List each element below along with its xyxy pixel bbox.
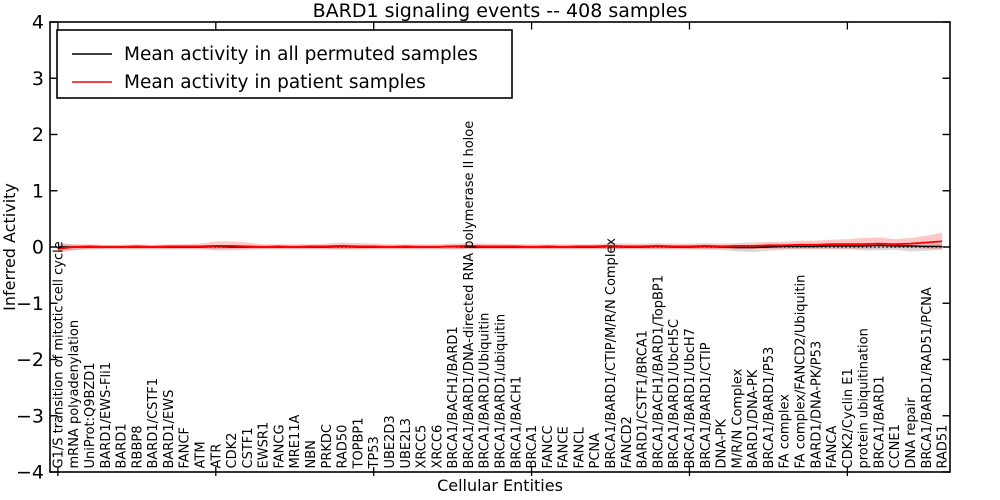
x-category-label: FANCC	[541, 425, 556, 468]
y-tick-label: 1	[32, 180, 44, 202]
x-category-label: BRCA1/BARD1/ubiquitin	[494, 314, 509, 469]
y-tick-label: −1	[16, 293, 44, 315]
x-category-label: FA complex/FANCD2/Ubiquitin	[794, 275, 809, 469]
y-tick-label: −3	[16, 405, 44, 427]
x-axis-label: Cellular Entities	[437, 476, 563, 495]
plot-border	[49, 21, 951, 473]
x-category-label: CSTF1	[241, 427, 256, 468]
x-category-label: BRCA1/BARD1/UbcH5C	[667, 319, 682, 468]
y-tick-label: 2	[32, 124, 44, 146]
y-tick-label: −2	[16, 349, 44, 371]
series-band-patient	[57, 232, 943, 253]
x-category-label: BRCA1/BACH1	[509, 376, 524, 469]
x-category-label: CDK2	[225, 433, 240, 469]
x-category-label: FANCA	[825, 426, 840, 469]
x-category-label: BRCA1/BARD1/CTIP/M/R/N Complex	[604, 238, 619, 469]
x-category-label: FANCD2	[620, 416, 635, 468]
x-category-label: M/R/N Complex	[730, 368, 745, 468]
x-category-label: XRCC5	[415, 425, 430, 469]
x-category-label: TP53	[367, 436, 382, 469]
x-category-label: BRCA1/BARD1/RAD51/PCNA	[920, 287, 935, 468]
x-category-label: FANCF	[178, 427, 193, 468]
x-category-label: FANCL	[572, 427, 587, 469]
x-category-label: BARD1	[115, 423, 130, 468]
x-category-label: RAD51	[936, 425, 951, 469]
series-line-patient	[57, 240, 943, 250]
x-category-label: BARD1/CSTF1/BRCA1	[636, 330, 651, 468]
legend: Mean activity in all permuted samples Me…	[56, 29, 513, 99]
y-tick-label: 0	[32, 237, 44, 259]
x-category-label: DNA-PK	[715, 419, 730, 469]
x-category-label: protein ubiquitination	[857, 328, 872, 468]
x-category-label: BARD1/EWS-Fli1	[99, 362, 114, 469]
x-category-label: BRCA1	[525, 425, 540, 469]
x-category-label: ATR	[209, 444, 224, 469]
x-category-label: CCNE1	[888, 424, 903, 468]
x-category-label: BRCA1/BARD1/DNA-directed RNA polymerase …	[462, 121, 477, 469]
x-category-label: BRCA1/BARD1	[872, 375, 887, 468]
y-tick-label: 4	[32, 12, 44, 34]
y-tick-label: −4	[16, 462, 44, 484]
x-category-label: BRCA1/BARD1/P53	[762, 347, 777, 469]
x-category-label: G1/S transition of mitotic cell cycle	[51, 241, 66, 468]
x-category-label: FA complex	[778, 394, 793, 469]
chart-title: BARD1 signaling events -- 408 samples	[313, 0, 688, 22]
x-category-label: FANCE	[557, 426, 572, 468]
x-category-label: DNA repair	[904, 397, 919, 469]
x-category-label: UBE2D3	[383, 415, 398, 468]
x-category-label: UBE2L3	[399, 418, 414, 468]
y-axis-label: Inferred Activity	[0, 183, 19, 311]
x-category-label: BARD1/EWS	[162, 390, 177, 469]
x-category-label: BRCA1/BACH1/BARD1/TopBP1	[651, 275, 666, 468]
x-category-label: TOPBP1	[351, 417, 366, 469]
x-category-label: BARD1/DNA-PK/P53	[809, 341, 824, 469]
x-category-label: BARD1/CSTF1	[146, 378, 161, 469]
legend-box	[56, 29, 513, 99]
x-category-label: MRE11A	[288, 414, 303, 468]
x-category-label: PCNA	[588, 433, 603, 469]
x-category-label: FANCG	[272, 424, 287, 468]
x-category-label: RBBP8	[130, 426, 145, 469]
x-category-label: UniProt:Q9BZD1	[83, 362, 98, 468]
y-tick-label: 3	[32, 68, 44, 90]
x-category-label: mRNA polyadenylation	[67, 320, 82, 469]
x-category-label: CDK2/Cyclin E1	[841, 368, 856, 468]
x-category-label: EWSR1	[257, 422, 272, 469]
x-category-label: BRCA1/BARD1/Ubiquitin	[478, 313, 493, 469]
x-category-label: BARD1/DNA-PK	[746, 369, 761, 468]
x-category-label: BRCA1/BARD1/CTIP	[699, 342, 714, 468]
x-category-label: PRKDC	[320, 424, 335, 468]
plot-area: 4 3 2 1 0 −1 −2 −3 −4 G1/S transition of mitotic …	[16, 12, 951, 484]
legend-label-permuted-samples: Mean activity in all permuted samples	[124, 44, 478, 65]
x-category-label: BRCA1/BACH1/BARD1	[446, 326, 461, 468]
x-category-label: BRCA1/BARD1/UbcH7	[683, 328, 698, 468]
x-category-label: RAD50	[336, 425, 351, 469]
x-category-label: ATM	[194, 441, 209, 468]
x-category-label: NBN	[304, 440, 319, 468]
x-category-label: XRCC6	[430, 425, 445, 469]
legend-label-patient-samples: Mean activity in patient samples	[124, 72, 426, 93]
